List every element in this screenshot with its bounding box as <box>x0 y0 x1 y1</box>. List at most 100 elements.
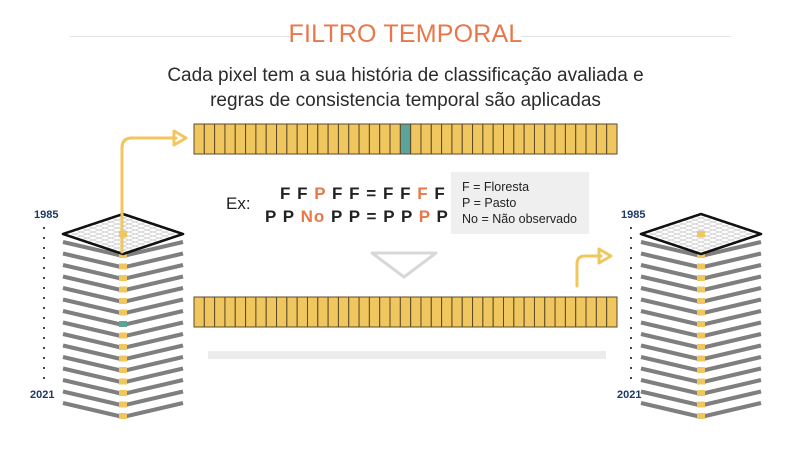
down-triangle-icon <box>370 251 438 279</box>
timeline-segment <box>379 296 391 328</box>
stack-pixel <box>697 298 705 304</box>
year-dot <box>42 226 46 230</box>
seq-token: F <box>417 184 429 203</box>
arrow-timeline-to-stack <box>575 254 603 288</box>
stack-pixel <box>697 263 705 270</box>
year-start-left: 1985 <box>34 209 59 221</box>
seq-token: F <box>434 184 446 203</box>
timeline-segment <box>523 296 535 328</box>
timeline-segment <box>317 123 329 155</box>
timeline-segment <box>492 123 505 155</box>
stack-pixel <box>697 275 705 281</box>
timeline-segment <box>214 123 226 155</box>
timeline-segment <box>441 123 453 155</box>
year-dot <box>42 246 46 250</box>
timeline-segment <box>327 123 339 155</box>
timeline-segment <box>585 123 597 155</box>
stack-pixel <box>119 401 127 408</box>
year-dot <box>629 256 633 260</box>
stack-top-outline <box>639 212 763 256</box>
timeline-segment <box>533 123 546 155</box>
timeline-segment <box>224 296 236 328</box>
year-dot <box>42 326 46 330</box>
grid-line <box>104 219 166 241</box>
year-dot <box>629 286 633 290</box>
subtitle-line-1: Cada pixel tem a sua história de classif… <box>167 65 644 86</box>
timeline-segment <box>368 123 381 155</box>
timeline-segment <box>265 123 278 155</box>
subtitle-line-2: regras de consistencia temporal são apli… <box>210 90 601 111</box>
grid-line <box>116 231 178 253</box>
seq-token: P <box>282 207 295 226</box>
timeline-segment <box>389 123 401 155</box>
year-dot <box>629 336 633 340</box>
year-dot <box>629 316 633 320</box>
page-title: FILTRO TEMPORAL <box>288 20 523 48</box>
year-dot <box>629 296 633 300</box>
seq-token: F <box>297 184 309 203</box>
stack-pixel <box>119 286 127 293</box>
stack-pixel <box>119 321 127 327</box>
year-dots-left <box>42 226 46 380</box>
timeline-segment <box>193 123 205 155</box>
timeline-segment <box>554 123 566 155</box>
grid-line <box>98 221 160 243</box>
seq-token: No <box>300 207 326 226</box>
timeline-segment <box>389 296 401 328</box>
seq-token: F <box>400 184 412 203</box>
grid-line <box>682 227 744 249</box>
equals-sign: = <box>366 184 378 203</box>
year-dot <box>42 286 46 290</box>
year-dots-right <box>629 226 633 380</box>
seq-token: P <box>436 207 449 226</box>
timeline-segment <box>348 296 360 328</box>
timeline-segment <box>234 123 247 155</box>
timeline-segment <box>544 123 556 155</box>
timeline-segment <box>554 296 566 328</box>
timeline-segment <box>337 296 350 328</box>
stack-pixel <box>119 298 127 304</box>
legend-item-pasto: P = Pasto <box>462 196 517 210</box>
seq-token: P <box>400 207 414 226</box>
seq-token: P <box>383 207 396 226</box>
timeline-segment <box>606 296 618 328</box>
highlighted-cell <box>697 231 705 237</box>
timeline-segment <box>214 296 226 328</box>
year-dot <box>629 236 633 240</box>
arrow-stack-to-timeline <box>120 136 178 254</box>
timeline-segment <box>503 123 515 155</box>
timeline-segment <box>286 296 298 328</box>
stack-pixel <box>119 413 127 419</box>
timeline-segment <box>193 296 205 328</box>
timeline-segment <box>585 296 597 328</box>
timeline-segment <box>203 123 216 155</box>
timeline-segment <box>461 123 474 155</box>
grid-line <box>676 221 738 243</box>
stack-pixel <box>697 332 705 339</box>
grid-line <box>688 229 750 251</box>
timeline-segment <box>420 123 432 155</box>
stack-pixel <box>697 401 705 408</box>
year-dot <box>42 356 46 360</box>
timeline-segment <box>472 123 484 155</box>
timeline-segment <box>461 296 474 328</box>
timeline-segment <box>348 123 360 155</box>
timeline-segment <box>513 123 525 155</box>
grid-line <box>116 215 178 237</box>
seq-token: P <box>330 207 344 226</box>
year-dot <box>42 256 46 260</box>
timeline-segment <box>472 296 484 328</box>
year-dot <box>42 276 46 280</box>
timeline-segment <box>482 123 494 155</box>
year-dot <box>629 326 633 330</box>
seq-token: F <box>349 184 361 203</box>
year-dot <box>42 366 46 370</box>
timeline-segment <box>595 123 608 155</box>
title-line-right <box>521 36 731 37</box>
stack-pixel <box>697 286 705 293</box>
example-row-1: F F P F F = F F F F F <box>280 184 463 204</box>
year-dot <box>629 376 633 380</box>
timeline-segment <box>430 296 443 328</box>
timeline-segment <box>575 296 587 328</box>
timeline-segment <box>286 123 298 155</box>
